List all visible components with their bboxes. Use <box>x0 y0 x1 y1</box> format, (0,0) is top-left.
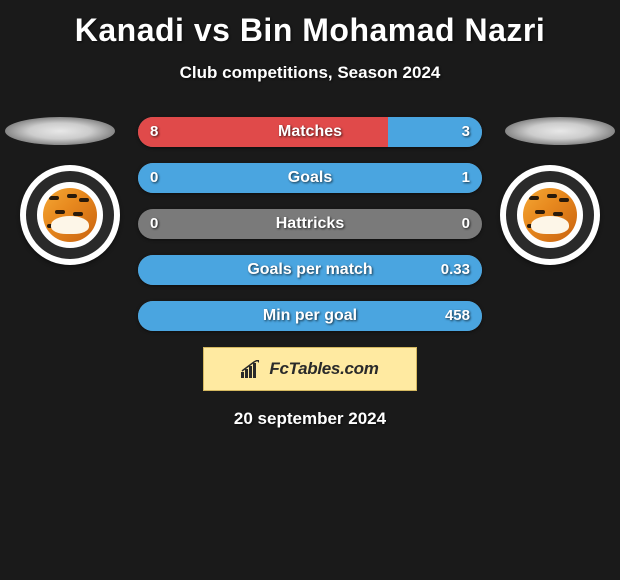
stat-value-left: 0 <box>150 209 158 239</box>
stat-value-right: 0 <box>462 209 470 239</box>
comparison-content: Matches83Goals01Hattricks00Goals per mat… <box>0 117 620 429</box>
stat-label: Hattricks <box>138 209 482 239</box>
player-shadow-right <box>505 117 615 145</box>
stat-label: Min per goal <box>138 301 482 331</box>
stat-row: Goals0 1 <box>138 163 482 193</box>
stat-row: Goals per match0.33 <box>138 255 482 285</box>
stat-label: Goals <box>138 163 482 193</box>
branding-box: FcTables.com <box>203 347 417 391</box>
stat-value-right: 458 <box>445 301 470 331</box>
club-logo-left <box>20 165 120 265</box>
chart-icon <box>241 360 263 378</box>
stat-row: Min per goal458 <box>138 301 482 331</box>
stat-row: Hattricks0 0 <box>138 209 482 239</box>
branding-text: FcTables.com <box>269 359 378 379</box>
tiger-icon <box>43 188 97 242</box>
stat-value-left: 8 <box>150 117 158 147</box>
stats-bars: Matches83Goals01Hattricks00Goals per mat… <box>138 117 482 331</box>
stat-label: Matches <box>138 117 482 147</box>
page-title: Kanadi vs Bin Mohamad Nazri <box>0 0 620 49</box>
stat-value-right: 0.33 <box>441 255 470 285</box>
stat-row: Matches8 3 <box>138 117 482 147</box>
date-label: 20 september 2024 <box>0 409 620 429</box>
stat-value-right: 1 <box>462 163 470 193</box>
stat-value-right: 3 <box>462 117 470 147</box>
player-shadow-left <box>5 117 115 145</box>
tiger-icon <box>523 188 577 242</box>
stat-label: Goals per match <box>138 255 482 285</box>
club-logo-right <box>500 165 600 265</box>
subtitle: Club competitions, Season 2024 <box>0 63 620 83</box>
stat-value-left: 0 <box>150 163 158 193</box>
